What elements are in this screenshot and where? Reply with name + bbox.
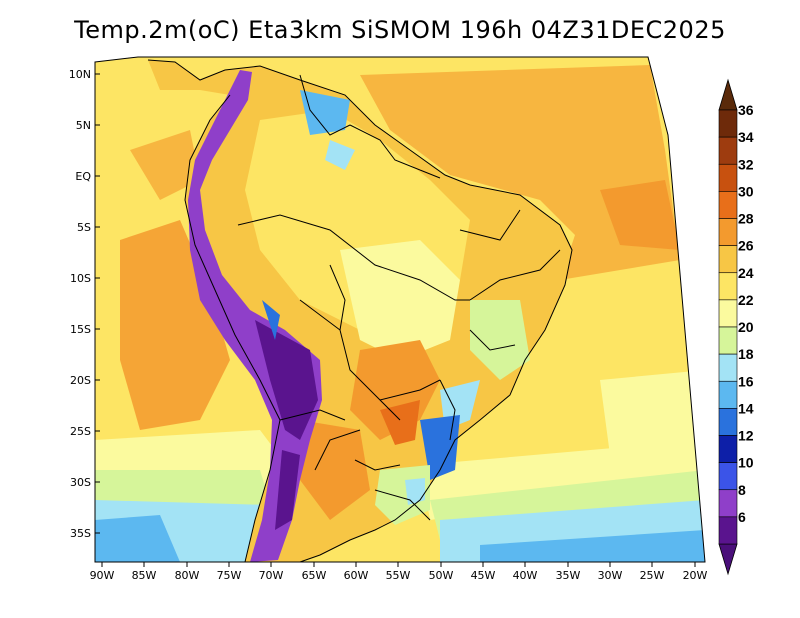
colorbar-bottom-arrow xyxy=(718,543,738,576)
colorbar-label: 24 xyxy=(738,265,754,281)
lon-label: 75W xyxy=(217,569,242,582)
lon-label: 60W xyxy=(344,569,369,582)
colorbar-top-arrow xyxy=(718,78,738,111)
lon-label: 50W xyxy=(429,569,454,582)
colorbar-label: 12 xyxy=(738,428,754,444)
colorbar-label: 8 xyxy=(738,482,746,498)
lat-label: 35S xyxy=(70,527,91,540)
lat-label: 10N xyxy=(69,68,91,81)
colorbar-label: 14 xyxy=(738,400,754,416)
lon-label: 20W xyxy=(683,569,708,582)
colorbar-label: 28 xyxy=(738,211,754,227)
colorbar-label: 16 xyxy=(738,373,754,389)
lat-label: 5S xyxy=(77,221,91,234)
colorbar-swatch xyxy=(718,272,738,301)
colorbar-swatch xyxy=(718,353,738,382)
lon-label: 45W xyxy=(471,569,496,582)
colorbar-swatch xyxy=(718,435,738,463)
colorbar-swatch xyxy=(718,191,738,219)
colorbar-label: 30 xyxy=(738,183,754,199)
colorbar-label: 10 xyxy=(738,455,754,471)
longitude-axis: 90W 85W 80W 75W 70W 65W 60W 55W 50W 45W … xyxy=(90,562,708,582)
lon-label: 70W xyxy=(259,569,284,582)
temperature-field xyxy=(95,57,705,562)
map-frame xyxy=(94,56,706,563)
lat-label: 30S xyxy=(70,476,91,489)
country-borders xyxy=(147,59,573,563)
colorbar-label: 22 xyxy=(738,292,754,308)
lat-label: 10S xyxy=(70,272,91,285)
colorbar-swatch xyxy=(718,516,738,545)
colorbar-label: 34 xyxy=(738,129,754,145)
colorbar: 36 34 32 30 28 26 24 22 20 18 16 14 12 10 8 6 xyxy=(718,78,754,576)
lat-label: 20S xyxy=(70,374,91,387)
lat-label: 5N xyxy=(76,119,91,132)
colorbar-label: 32 xyxy=(738,156,754,172)
colorbar-swatch xyxy=(718,462,738,491)
colorbar-swatch xyxy=(718,136,738,165)
lon-label: 35W xyxy=(556,569,581,582)
colorbar-swatch xyxy=(718,380,738,409)
lon-label: 30W xyxy=(598,569,623,582)
colorbar-label: 6 xyxy=(738,509,746,525)
latitude-axis: 10N 5N EQ 5S 10S 15S 20S 25S 30S 35S xyxy=(69,68,100,540)
lon-label: 80W xyxy=(175,569,200,582)
lat-label: 15S xyxy=(70,323,91,336)
colorbar-label: 26 xyxy=(738,238,754,254)
lon-label: 85W xyxy=(132,569,157,582)
colorbar-swatch xyxy=(718,489,738,518)
colorbar-swatch xyxy=(718,163,738,192)
lon-label: 40W xyxy=(513,569,538,582)
colorbar-label: 18 xyxy=(738,346,754,362)
colorbar-swatch xyxy=(718,299,738,328)
colorbar-swatch xyxy=(718,109,738,138)
colorbar-swatch xyxy=(718,408,738,436)
colorbar-label: 36 xyxy=(738,102,754,118)
lat-label: EQ xyxy=(75,170,91,183)
lat-label: 25S xyxy=(70,425,91,438)
lon-label: 90W xyxy=(90,569,115,582)
lon-label: 25W xyxy=(640,569,665,582)
colorbar-swatch xyxy=(718,326,738,355)
lon-label: 55W xyxy=(386,569,411,582)
chart-title: Temp.2m(oC) Eta3km SiSMOM 196h 04Z31DEC2… xyxy=(74,16,726,44)
colorbar-label: 20 xyxy=(738,319,754,335)
lon-label: 65W xyxy=(302,569,327,582)
colorbar-swatch xyxy=(718,245,738,274)
andes-cold-band xyxy=(188,70,322,562)
colorbar-swatch xyxy=(718,218,738,246)
